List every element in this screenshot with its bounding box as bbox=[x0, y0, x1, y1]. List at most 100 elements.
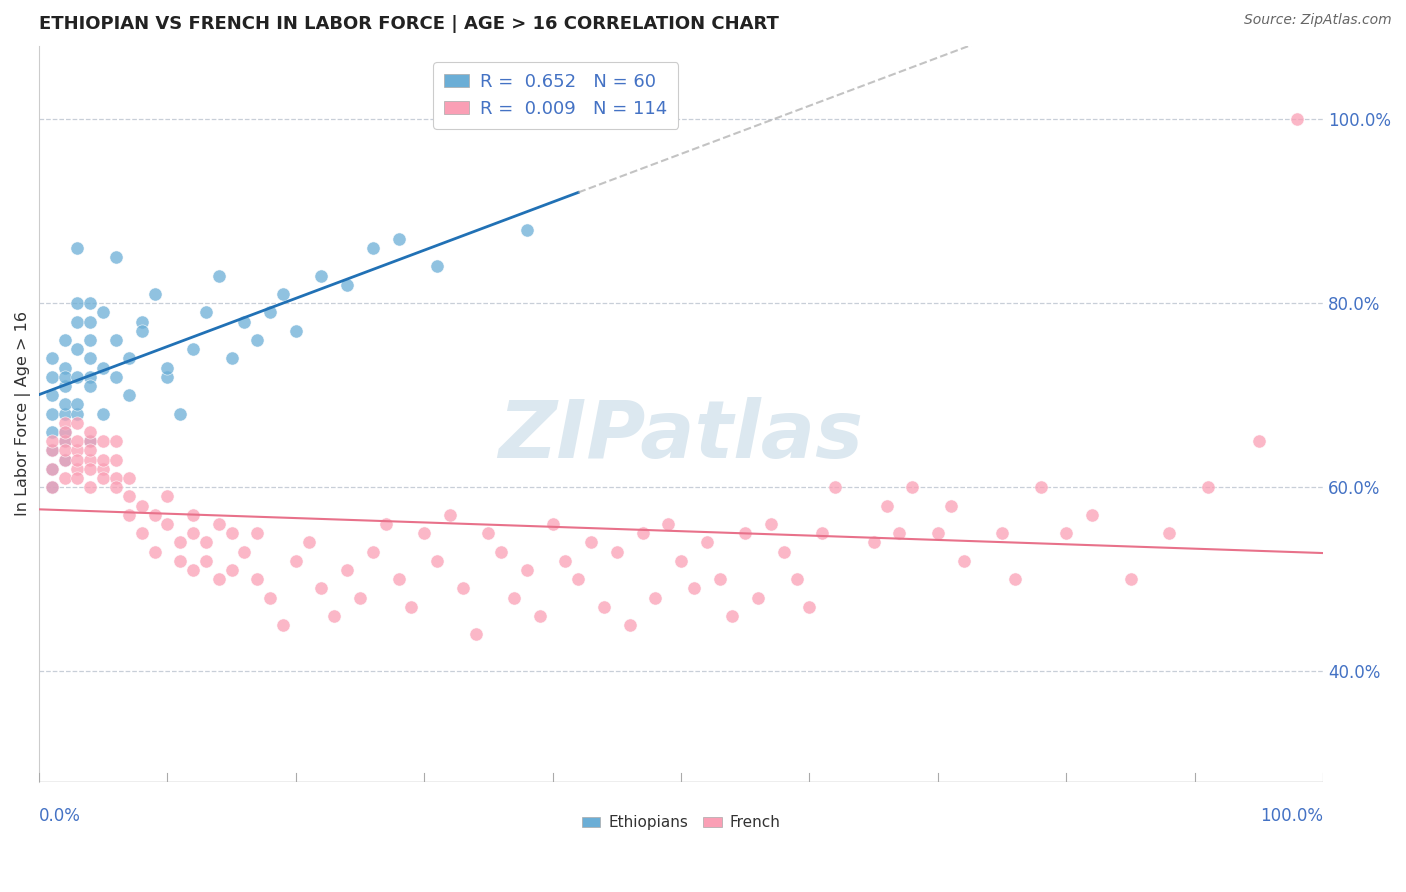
Point bbox=[901, 480, 924, 494]
Point bbox=[41, 462, 63, 476]
Point bbox=[91, 407, 114, 421]
Point bbox=[131, 499, 153, 513]
Point bbox=[311, 268, 333, 283]
Point bbox=[889, 526, 911, 541]
Point bbox=[66, 452, 89, 467]
Point bbox=[683, 582, 706, 596]
Point bbox=[221, 563, 243, 577]
Point bbox=[118, 508, 141, 522]
Point bbox=[79, 480, 101, 494]
Point bbox=[606, 544, 628, 558]
Point bbox=[53, 379, 76, 393]
Legend: Ethiopians, French: Ethiopians, French bbox=[576, 809, 786, 837]
Point bbox=[79, 452, 101, 467]
Point bbox=[541, 517, 564, 532]
Point bbox=[66, 462, 89, 476]
Point bbox=[208, 572, 231, 586]
Point bbox=[118, 471, 141, 485]
Point bbox=[567, 572, 589, 586]
Point bbox=[631, 526, 654, 541]
Point bbox=[811, 526, 834, 541]
Point bbox=[91, 434, 114, 449]
Point bbox=[181, 563, 204, 577]
Point bbox=[747, 591, 769, 605]
Point bbox=[361, 544, 384, 558]
Point bbox=[426, 260, 449, 274]
Point bbox=[439, 508, 461, 522]
Point bbox=[66, 434, 89, 449]
Point bbox=[91, 305, 114, 319]
Point bbox=[53, 452, 76, 467]
Text: 100.0%: 100.0% bbox=[1260, 807, 1323, 825]
Point bbox=[669, 554, 692, 568]
Point bbox=[799, 599, 821, 614]
Point bbox=[53, 360, 76, 375]
Point bbox=[156, 360, 179, 375]
Point bbox=[105, 369, 128, 384]
Point bbox=[387, 572, 409, 586]
Point bbox=[53, 425, 76, 439]
Point bbox=[143, 508, 166, 522]
Point bbox=[952, 554, 974, 568]
Point bbox=[246, 526, 269, 541]
Point bbox=[105, 434, 128, 449]
Point bbox=[118, 351, 141, 366]
Point bbox=[79, 296, 101, 310]
Point bbox=[336, 563, 359, 577]
Point bbox=[156, 517, 179, 532]
Point bbox=[259, 591, 281, 605]
Point bbox=[66, 407, 89, 421]
Point bbox=[41, 369, 63, 384]
Point bbox=[734, 526, 756, 541]
Point bbox=[387, 232, 409, 246]
Point bbox=[786, 572, 808, 586]
Point bbox=[233, 544, 256, 558]
Point bbox=[105, 333, 128, 347]
Point bbox=[233, 315, 256, 329]
Point bbox=[284, 554, 307, 568]
Point bbox=[208, 517, 231, 532]
Text: ZIPatlas: ZIPatlas bbox=[499, 397, 863, 475]
Point bbox=[862, 535, 884, 549]
Point bbox=[426, 554, 449, 568]
Point bbox=[503, 591, 526, 605]
Point bbox=[66, 343, 89, 357]
Point bbox=[41, 388, 63, 402]
Point bbox=[696, 535, 718, 549]
Point bbox=[118, 388, 141, 402]
Point bbox=[323, 609, 346, 624]
Point bbox=[105, 452, 128, 467]
Point bbox=[53, 434, 76, 449]
Point bbox=[41, 443, 63, 458]
Point bbox=[181, 526, 204, 541]
Point bbox=[401, 599, 423, 614]
Point bbox=[194, 554, 217, 568]
Point bbox=[53, 416, 76, 430]
Point bbox=[208, 268, 231, 283]
Point bbox=[246, 572, 269, 586]
Point bbox=[79, 434, 101, 449]
Point bbox=[66, 296, 89, 310]
Point bbox=[221, 526, 243, 541]
Point bbox=[66, 443, 89, 458]
Point bbox=[131, 324, 153, 338]
Point bbox=[79, 443, 101, 458]
Point bbox=[91, 452, 114, 467]
Text: 0.0%: 0.0% bbox=[39, 807, 82, 825]
Point bbox=[311, 582, 333, 596]
Point bbox=[53, 443, 76, 458]
Point bbox=[169, 535, 191, 549]
Point bbox=[105, 471, 128, 485]
Point bbox=[79, 434, 101, 449]
Point bbox=[759, 517, 782, 532]
Point bbox=[194, 305, 217, 319]
Point bbox=[991, 526, 1014, 541]
Point bbox=[284, 324, 307, 338]
Point bbox=[79, 351, 101, 366]
Point bbox=[336, 277, 359, 292]
Point bbox=[1029, 480, 1052, 494]
Point bbox=[41, 351, 63, 366]
Point bbox=[644, 591, 666, 605]
Point bbox=[374, 517, 396, 532]
Point bbox=[491, 544, 513, 558]
